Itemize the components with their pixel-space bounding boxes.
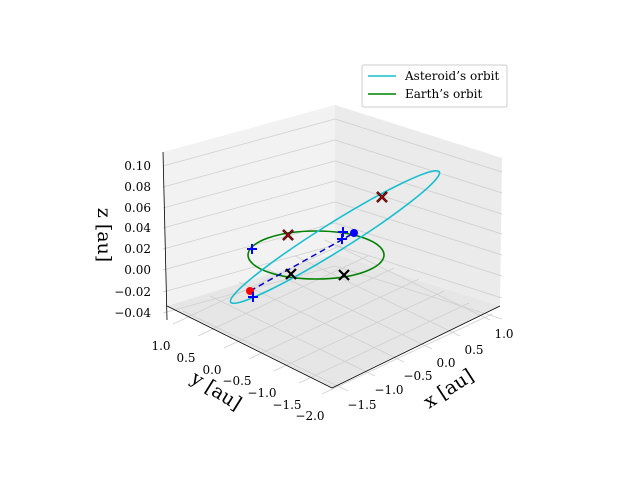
x-grid-floor [238, 281, 405, 363]
legend-asteroid-label: Asteroid’s orbit [404, 69, 499, 83]
z-tick-label: 0.08 [124, 180, 151, 194]
z-grid-left [162, 180, 336, 229]
x-grid-floor [324, 239, 491, 321]
x-tick-label: −0.5 [403, 369, 432, 383]
z-axis-line [162, 151, 168, 321]
tick-labels: 0.100.080.060.040.020.00−0.02−0.04−1.5−1… [114, 159, 513, 423]
z-tick-label: −0.02 [114, 285, 151, 299]
legend-earth-label: Earth’s orbit [405, 87, 482, 101]
legend: Asteroid’s orbit Earth’s orbit [361, 64, 508, 108]
y-grid-floor [273, 290, 445, 372]
z-grid-right [334, 118, 503, 173]
z-grid-right [334, 201, 503, 256]
x-axis-line [331, 305, 501, 389]
z-grid-right [334, 160, 503, 215]
z-grid-right [334, 180, 503, 235]
earth-orbit [247, 230, 385, 280]
x-grid-floor [294, 255, 461, 337]
y-grid-floor [298, 302, 470, 384]
z-tick-label: 0.06 [124, 201, 151, 215]
y-tick-label: 1.0 [151, 339, 170, 353]
y-tick-label: −0.5 [222, 374, 251, 388]
x-tick-label: 1.0 [494, 327, 513, 341]
x-tick-label: 0.0 [436, 356, 455, 370]
z-grid-right [334, 244, 503, 299]
z-tick-label: −0.04 [114, 306, 151, 320]
z-tick-label: 0.02 [124, 242, 151, 256]
x-grid-floor [209, 295, 376, 377]
y-grid-floor [223, 267, 395, 349]
blue-dot [350, 229, 358, 237]
black-x-marker [285, 268, 297, 280]
z-grid-left [162, 244, 336, 293]
x-grid-floor [266, 268, 433, 350]
red-x-marker [376, 191, 388, 203]
axes-grid [162, 118, 503, 395]
legend-frame [361, 64, 508, 108]
z-grid-right [334, 222, 503, 277]
z-grid-right [334, 265, 503, 320]
right-pane [335, 105, 502, 306]
x-tick-label: −1.0 [374, 383, 403, 397]
red-x-marker [282, 229, 294, 241]
y-grid-floor [172, 243, 344, 325]
y-tick-label: −2.0 [295, 409, 324, 423]
z-grid-left [162, 201, 336, 250]
y-axis-line [166, 305, 333, 389]
z-grid-right [334, 139, 503, 194]
z-tick-label: 0.04 [124, 221, 151, 235]
plot-data-layer [229, 169, 441, 305]
y-grid-floor [321, 313, 493, 395]
z-grid-left [162, 160, 336, 209]
x-tick-label: −1.5 [347, 398, 376, 412]
y-tick-label: 0.0 [202, 363, 221, 377]
y-tick-label: −1.5 [272, 398, 301, 412]
z-axis-label: z [au] [93, 208, 115, 262]
black-x-marker [338, 269, 350, 281]
z-grid-left [162, 139, 336, 188]
y-tick-label: −1.0 [247, 386, 276, 400]
z-tick-label: 0.00 [124, 263, 151, 277]
asteroid-orbit [229, 169, 441, 305]
y-grid-floor [248, 278, 420, 360]
z-grid-left [162, 118, 336, 167]
y-tick-label: 0.5 [176, 351, 195, 365]
z-tick-label: 0.10 [124, 159, 151, 173]
left-pane [163, 105, 335, 306]
axes-panes [163, 105, 502, 388]
x-tick-label: 0.5 [464, 343, 483, 357]
